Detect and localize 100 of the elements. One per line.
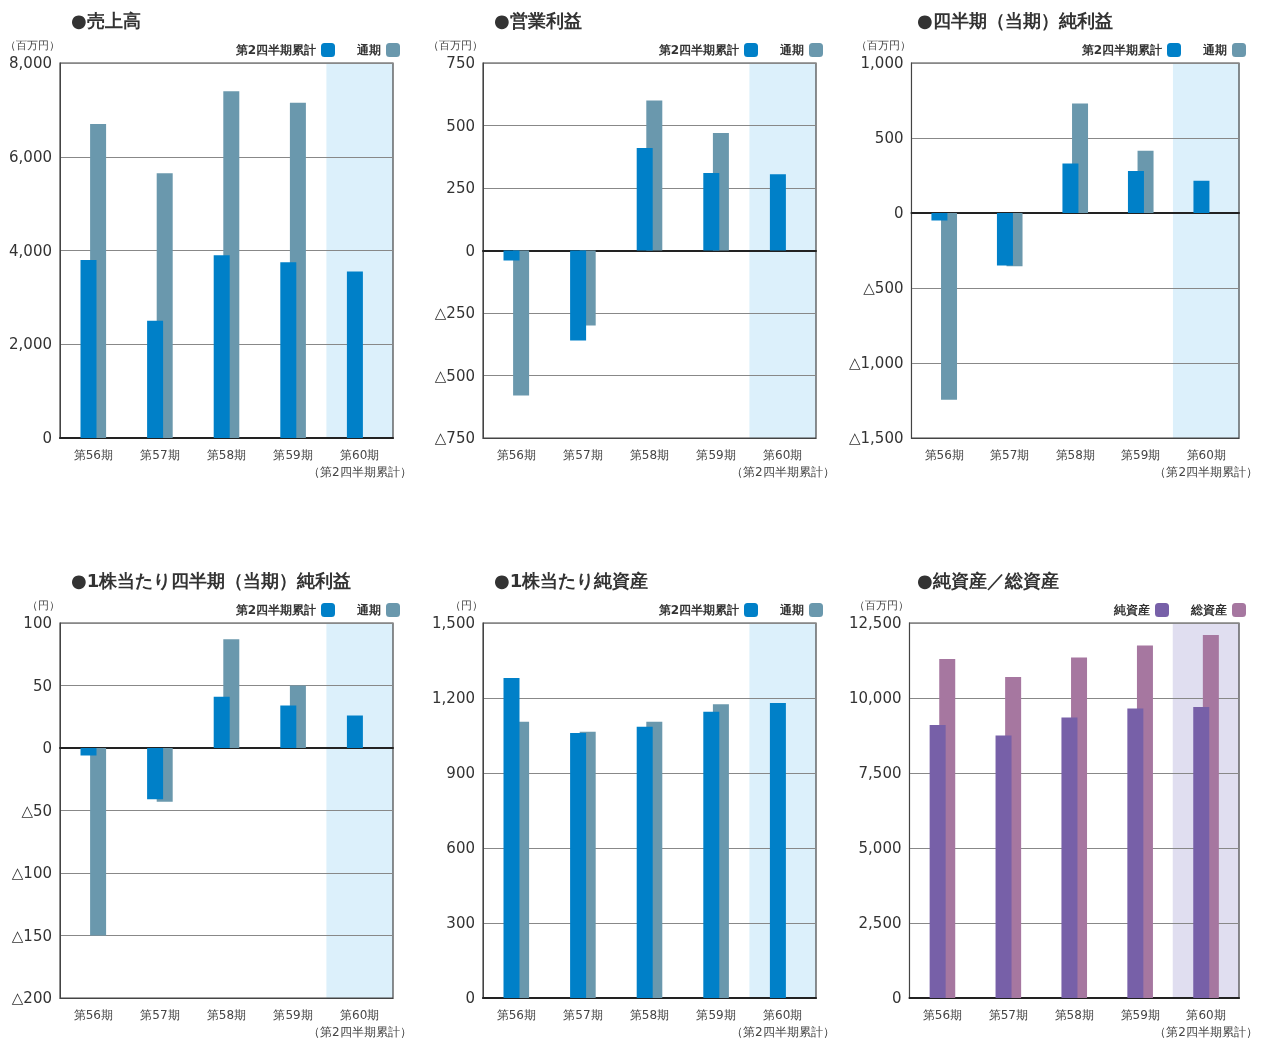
legend-label: 通期 bbox=[779, 43, 804, 57]
bar bbox=[346, 715, 363, 748]
bar bbox=[931, 213, 948, 221]
y-tick-label: 12,500 bbox=[848, 614, 902, 632]
y-tick-label: 6,000 bbox=[9, 147, 52, 166]
y-tick-label: △750 bbox=[434, 429, 475, 447]
x-tick-label: 第58期 bbox=[629, 447, 670, 462]
bar bbox=[213, 696, 230, 748]
y-tick-label: 300 bbox=[446, 914, 475, 932]
x-tick-label: 第56期 bbox=[496, 447, 536, 462]
legend-label: 第2四半期累計 bbox=[657, 43, 739, 57]
y-axis-title: （百万円） bbox=[428, 39, 483, 52]
y-tick-label: 0 bbox=[465, 989, 475, 1007]
bar bbox=[769, 703, 786, 998]
x-tick-label: 第56期 bbox=[496, 1007, 536, 1022]
y-tick-label: 10,000 bbox=[848, 689, 902, 707]
legend-label: 第2四半期累計 bbox=[657, 603, 739, 617]
bar bbox=[636, 726, 653, 998]
chart-title: ●1株当たり四半期（当期）純利益 bbox=[71, 569, 352, 591]
x-tick-label: 第58期 bbox=[629, 1007, 670, 1022]
legend-label: 第2四半期累計 bbox=[234, 603, 316, 617]
bar bbox=[147, 320, 164, 438]
y-tick-label: 750 bbox=[446, 54, 475, 72]
chart-title: ●1株当たり純資産 bbox=[494, 569, 649, 591]
y-tick-label: 900 bbox=[446, 764, 475, 782]
bar bbox=[1062, 163, 1079, 213]
bar bbox=[1127, 708, 1144, 998]
y-tick-label: △1,500 bbox=[848, 429, 904, 447]
y-tick-label: △200 bbox=[11, 989, 52, 1007]
bar bbox=[503, 250, 520, 261]
y-tick-label: △50 bbox=[21, 801, 52, 820]
bar bbox=[769, 174, 786, 251]
bar bbox=[280, 705, 297, 748]
y-tick-label: △100 bbox=[11, 864, 52, 882]
legend-label: 第2四半期累計 bbox=[234, 43, 316, 57]
legend-label: 第2四半期累計 bbox=[1080, 43, 1162, 57]
chart-title: ●四半期（当期）純利益 bbox=[917, 9, 1113, 31]
bar bbox=[996, 213, 1013, 266]
y-tick-label: 0 bbox=[42, 429, 52, 447]
x-tick-label: 第56期 bbox=[924, 447, 964, 462]
bar bbox=[929, 725, 946, 998]
y-tick-label: 600 bbox=[446, 839, 475, 857]
bar bbox=[513, 250, 530, 396]
legend-label: 通期 bbox=[356, 43, 381, 57]
bar bbox=[80, 748, 97, 756]
y-tick-label: 4,000 bbox=[9, 241, 52, 260]
bar bbox=[346, 271, 363, 438]
y-tick-label: △1,000 bbox=[848, 354, 904, 372]
y-tick-label: 100 bbox=[23, 614, 52, 632]
bar bbox=[80, 259, 97, 438]
x-tick-label: 第57期 bbox=[988, 1007, 1028, 1022]
chart-title: ●営業利益 bbox=[494, 9, 582, 31]
y-axis-title: （百万円） bbox=[856, 39, 912, 52]
x-tick-label: 第56期 bbox=[922, 1007, 963, 1022]
legend-label: 純資産 bbox=[1113, 603, 1150, 617]
chart-title: ●純資産／総資産 bbox=[917, 569, 1059, 591]
x-tick-label: 第58期 bbox=[206, 447, 247, 462]
y-tick-label: 2,000 bbox=[9, 335, 52, 354]
y-tick-label: 500 bbox=[446, 116, 475, 135]
x-tick-label: 第56期 bbox=[73, 447, 113, 462]
y-tick-label: △150 bbox=[11, 926, 52, 945]
legend-label: 総資産 bbox=[1190, 603, 1227, 617]
y-axis-title: （百万円） bbox=[5, 39, 60, 52]
bar bbox=[147, 748, 164, 800]
bar bbox=[941, 213, 958, 400]
bar bbox=[703, 711, 720, 998]
bar bbox=[570, 250, 587, 341]
x-tick-label: 第57期 bbox=[563, 1007, 603, 1022]
y-tick-label: 1,200 bbox=[432, 689, 475, 707]
bar bbox=[90, 748, 107, 936]
y-tick-label: 2,500 bbox=[858, 914, 902, 932]
legend-label: 通期 bbox=[356, 603, 381, 617]
bar bbox=[503, 678, 520, 998]
x-tick-label: 第57期 bbox=[140, 447, 180, 462]
bar bbox=[280, 262, 297, 438]
bar bbox=[995, 735, 1012, 998]
x-tick-label: 第57期 bbox=[990, 447, 1030, 462]
x-tick-label: 第57期 bbox=[563, 447, 603, 462]
y-tick-label: △500 bbox=[434, 366, 475, 385]
bar bbox=[636, 148, 653, 251]
y-tick-label: 50 bbox=[32, 676, 52, 695]
y-tick-label: 7,500 bbox=[858, 764, 902, 782]
bar bbox=[1193, 707, 1210, 998]
x-tick-label: 第58期 bbox=[1054, 1007, 1094, 1022]
y-axis-title: （円） bbox=[27, 599, 60, 612]
y-tick-label: 5,000 bbox=[858, 839, 902, 857]
legend-label: 通期 bbox=[1202, 43, 1227, 57]
y-tick-label: 0 bbox=[891, 989, 902, 1007]
bar bbox=[703, 173, 720, 251]
x-tick-label: 第58期 bbox=[1055, 447, 1095, 462]
y-axis-title: （百万円） bbox=[854, 599, 910, 612]
legend-label: 通期 bbox=[779, 603, 804, 617]
bar bbox=[213, 255, 230, 438]
x-tick-label: 第58期 bbox=[206, 1007, 247, 1022]
bar bbox=[1061, 717, 1078, 998]
chart-title: ●売上高 bbox=[71, 9, 141, 31]
y-tick-label: 0 bbox=[465, 241, 475, 260]
bar bbox=[1193, 180, 1210, 213]
y-tick-label: △250 bbox=[434, 304, 475, 322]
x-tick-label: 第57期 bbox=[140, 1007, 180, 1022]
